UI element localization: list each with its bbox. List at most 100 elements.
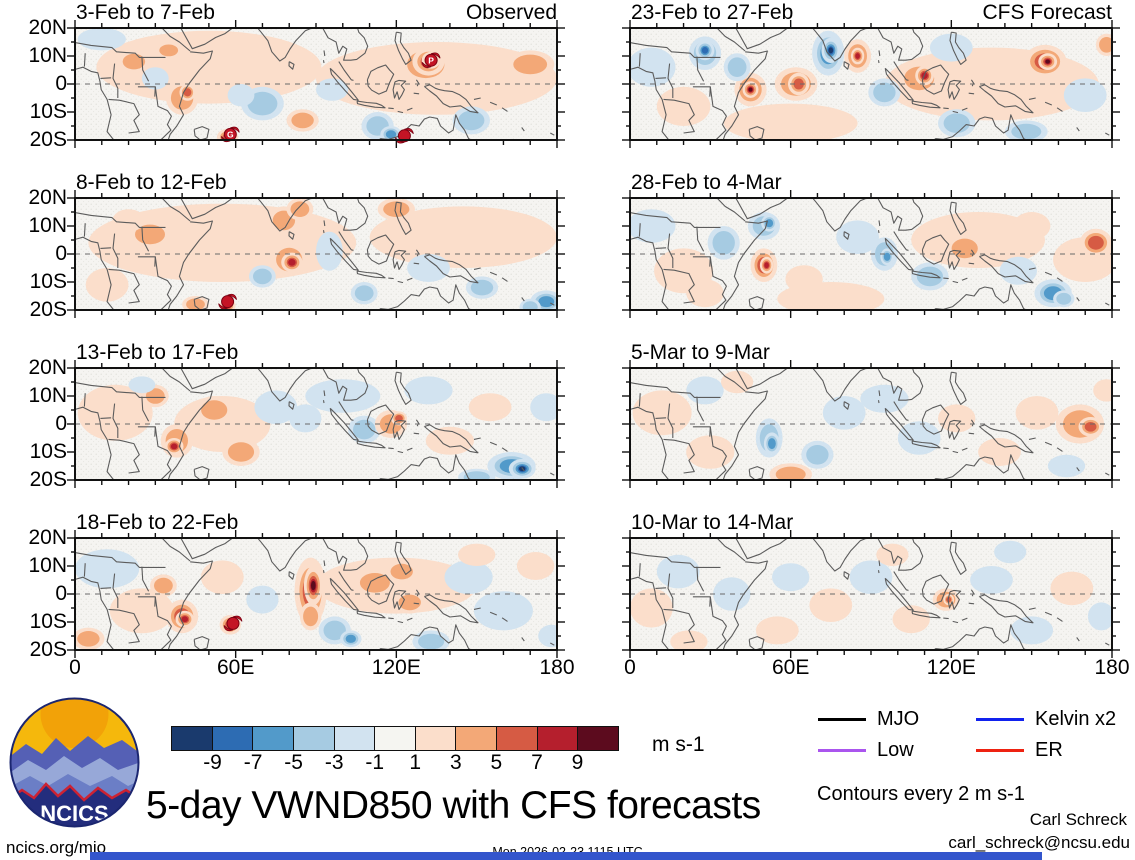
svg-text:P: P bbox=[428, 55, 434, 65]
author-email: carl_schreck@ncsu.edu bbox=[948, 833, 1130, 852]
colorbar-segment bbox=[172, 727, 213, 750]
colorbar-segment bbox=[578, 727, 619, 750]
legend-item: ER bbox=[976, 735, 1130, 766]
map-panel: 8-Feb to 12-Feb 20N 10N 0 10S 20S bbox=[28, 171, 565, 321]
legend-label: MJO bbox=[877, 708, 920, 730]
coastlines bbox=[630, 28, 1110, 140]
map-svg bbox=[622, 360, 1120, 488]
map-svg bbox=[622, 20, 1120, 148]
anomaly-blobs bbox=[75, 28, 557, 140]
figure-title: 5-day VWND850 with CFS forecasts bbox=[146, 784, 761, 827]
map-frame bbox=[67, 530, 565, 658]
lon-axis-label: 120E bbox=[371, 656, 421, 679]
lat-axis-label: 20N bbox=[28, 186, 67, 209]
lon-axis-label: 180 bbox=[539, 656, 575, 679]
panel-corner-label: CFS Forecast bbox=[982, 1, 1112, 24]
colorbar-tick: -3 bbox=[324, 751, 344, 774]
colorbar-tick: -5 bbox=[284, 751, 303, 774]
colorbar-tick: 5 bbox=[490, 751, 503, 774]
coastlines bbox=[630, 368, 1110, 480]
legend-item: Kelvin x2 bbox=[976, 704, 1130, 735]
coastlines bbox=[75, 538, 555, 650]
map-frame bbox=[622, 360, 1120, 488]
lat-axis-label: 10N bbox=[28, 384, 67, 407]
cyclone-icon bbox=[223, 615, 243, 632]
map-frame bbox=[67, 190, 565, 318]
lat-axis-label: 10S bbox=[29, 440, 67, 463]
legend-label: Low bbox=[877, 739, 914, 761]
contour-note: Contours every 2 m s-1 bbox=[817, 783, 1025, 805]
lat-axis-label: 20S bbox=[29, 638, 67, 661]
map-panel: 18-Feb to 22-Feb 20N 10N 0 10S 20S 0 60E 120E 180 bbox=[28, 511, 574, 679]
colorbar-segment bbox=[253, 727, 294, 750]
map-svg bbox=[622, 190, 1120, 318]
bottom-blue-bar bbox=[90, 852, 1042, 860]
anomaly-blobs bbox=[75, 538, 557, 650]
map-svg bbox=[622, 530, 1120, 658]
colorbar-segment bbox=[293, 727, 335, 750]
colorbar-tick: 9 bbox=[571, 751, 584, 774]
lat-axis-label: 10S bbox=[29, 610, 67, 633]
author-name: Carl Schreck bbox=[1029, 810, 1127, 829]
anomaly-blobs bbox=[630, 538, 1112, 650]
lat-axis-label: 20N bbox=[28, 526, 67, 549]
colorbar-tick: -7 bbox=[243, 751, 263, 774]
colorbar-segment bbox=[537, 727, 579, 750]
map-panel: 5-Mar to 9-Mar bbox=[622, 341, 1120, 488]
panel-title: 28-Feb to 4-Mar bbox=[631, 171, 782, 194]
panel-title: 23-Feb to 27-Feb bbox=[631, 1, 794, 24]
colorbar-tick-labels: -9 -7 -5 -3 -1 1 3 5 7 9 bbox=[172, 751, 618, 775]
legend-line-swatch bbox=[976, 717, 1024, 722]
coastlines bbox=[75, 368, 555, 480]
lat-axis-label: 20S bbox=[29, 468, 67, 491]
colorbar-tick: 3 bbox=[449, 751, 462, 774]
lat-axis-label: 0 bbox=[55, 242, 67, 265]
anomaly-blobs bbox=[630, 28, 1112, 140]
map-svg bbox=[67, 360, 565, 488]
lat-axis-label: 20S bbox=[29, 298, 67, 321]
panel-title: 3-Feb to 7-Feb bbox=[76, 1, 215, 24]
map-panel: 28-Feb to 4-Mar bbox=[622, 171, 1120, 318]
anomaly-blobs bbox=[630, 368, 1112, 480]
lon-axis-label: 180 bbox=[1094, 656, 1130, 679]
anomaly-blobs bbox=[75, 368, 557, 480]
colorbar-unit-label: m s-1 bbox=[652, 733, 705, 756]
cyclone-icon bbox=[218, 293, 237, 310]
coastlines bbox=[75, 198, 555, 310]
anomaly-blobs bbox=[630, 198, 1112, 310]
lon-axis-label: 60E bbox=[216, 656, 255, 679]
legend-line-swatch bbox=[818, 717, 866, 722]
legend-item: Low bbox=[818, 735, 976, 766]
lon-axis-label: 60E bbox=[771, 656, 810, 679]
lat-axis-label: 10N bbox=[28, 44, 67, 67]
map-frame bbox=[622, 190, 1120, 318]
map-svg bbox=[67, 530, 565, 658]
panel-title: 13-Feb to 17-Feb bbox=[76, 341, 239, 364]
colorbar-tick: 1 bbox=[409, 751, 422, 774]
anomaly-blobs bbox=[75, 198, 557, 310]
map-panel: 3-Feb to 7-Feb Observed G P 20N 10N 0 10S 20S bbox=[28, 1, 565, 151]
colorbar-segment bbox=[497, 727, 538, 750]
map-panel: 13-Feb to 17-Feb 20N 10N 0 10S 20S bbox=[28, 341, 565, 491]
colorbar-segment bbox=[212, 727, 254, 750]
legend-item: MJO bbox=[818, 704, 976, 735]
lat-axis-label: 0 bbox=[55, 72, 67, 95]
lat-axis-label: 10N bbox=[28, 214, 67, 237]
map-frame bbox=[67, 360, 565, 488]
map-frame bbox=[622, 20, 1120, 148]
panel-title: 10-Mar to 14-Mar bbox=[631, 511, 794, 534]
colorbar-tick: -9 bbox=[203, 751, 222, 774]
wave-legend: MJO Kelvin x2 Low ER bbox=[818, 704, 1130, 766]
lat-axis-label: 10S bbox=[29, 270, 67, 293]
ncics-logo: NCICS bbox=[9, 697, 140, 828]
lat-axis-label: 0 bbox=[55, 412, 67, 435]
colorbar-tick: 7 bbox=[531, 751, 543, 774]
lat-axis-label: 0 bbox=[55, 582, 67, 605]
legend-line-swatch bbox=[818, 748, 866, 753]
map-frame bbox=[622, 530, 1120, 658]
colorbar-segment bbox=[456, 727, 498, 750]
panel-corner-label: Observed bbox=[465, 1, 557, 24]
colorbar-segment bbox=[415, 727, 457, 750]
panel-title: 5-Mar to 9-Mar bbox=[631, 341, 770, 364]
site-url: ncics.org/mjo bbox=[6, 838, 107, 857]
